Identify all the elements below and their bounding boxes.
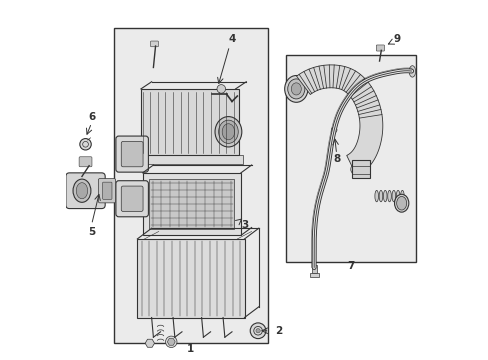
Polygon shape — [145, 339, 154, 347]
Ellipse shape — [284, 76, 307, 102]
Circle shape — [80, 139, 91, 150]
Circle shape — [255, 329, 260, 333]
Bar — [311, 265, 317, 273]
Text: 4: 4 — [228, 34, 235, 44]
Bar — [142, 173, 241, 235]
Polygon shape — [167, 338, 175, 345]
Bar — [141, 89, 239, 155]
Ellipse shape — [396, 197, 406, 210]
FancyBboxPatch shape — [121, 141, 143, 167]
FancyBboxPatch shape — [102, 182, 112, 199]
Ellipse shape — [76, 183, 87, 199]
Ellipse shape — [391, 190, 395, 202]
Ellipse shape — [400, 190, 404, 202]
Ellipse shape — [408, 66, 415, 77]
FancyBboxPatch shape — [116, 181, 148, 217]
Text: 8: 8 — [332, 154, 340, 164]
Text: 7: 7 — [346, 261, 354, 271]
Ellipse shape — [215, 117, 242, 147]
Bar — [285, 55, 415, 262]
Text: 5: 5 — [88, 227, 95, 237]
Circle shape — [331, 127, 336, 133]
Text: 2: 2 — [274, 326, 282, 336]
Circle shape — [217, 85, 225, 93]
FancyBboxPatch shape — [79, 157, 92, 167]
Ellipse shape — [394, 194, 408, 212]
Bar — [114, 28, 267, 342]
Ellipse shape — [350, 162, 370, 177]
Ellipse shape — [387, 190, 390, 202]
Text: 3: 3 — [241, 220, 248, 230]
Circle shape — [250, 323, 265, 339]
Ellipse shape — [73, 179, 91, 202]
Text: 6: 6 — [88, 112, 95, 122]
Ellipse shape — [222, 124, 234, 140]
FancyBboxPatch shape — [116, 136, 148, 172]
Bar — [351, 160, 369, 178]
Polygon shape — [296, 65, 382, 176]
Ellipse shape — [378, 190, 382, 202]
Text: 1: 1 — [187, 344, 194, 354]
Ellipse shape — [218, 120, 238, 143]
FancyBboxPatch shape — [98, 179, 115, 203]
Ellipse shape — [395, 190, 399, 202]
Bar — [137, 239, 244, 318]
Bar — [137, 155, 242, 164]
Text: 9: 9 — [393, 34, 400, 44]
FancyBboxPatch shape — [150, 41, 158, 47]
Ellipse shape — [383, 190, 386, 202]
Circle shape — [165, 336, 177, 347]
Ellipse shape — [291, 83, 301, 95]
Ellipse shape — [374, 190, 378, 202]
FancyBboxPatch shape — [121, 186, 143, 211]
FancyBboxPatch shape — [66, 173, 105, 208]
FancyBboxPatch shape — [376, 45, 384, 51]
Ellipse shape — [287, 79, 304, 99]
Bar — [309, 273, 318, 277]
Bar — [149, 179, 234, 229]
